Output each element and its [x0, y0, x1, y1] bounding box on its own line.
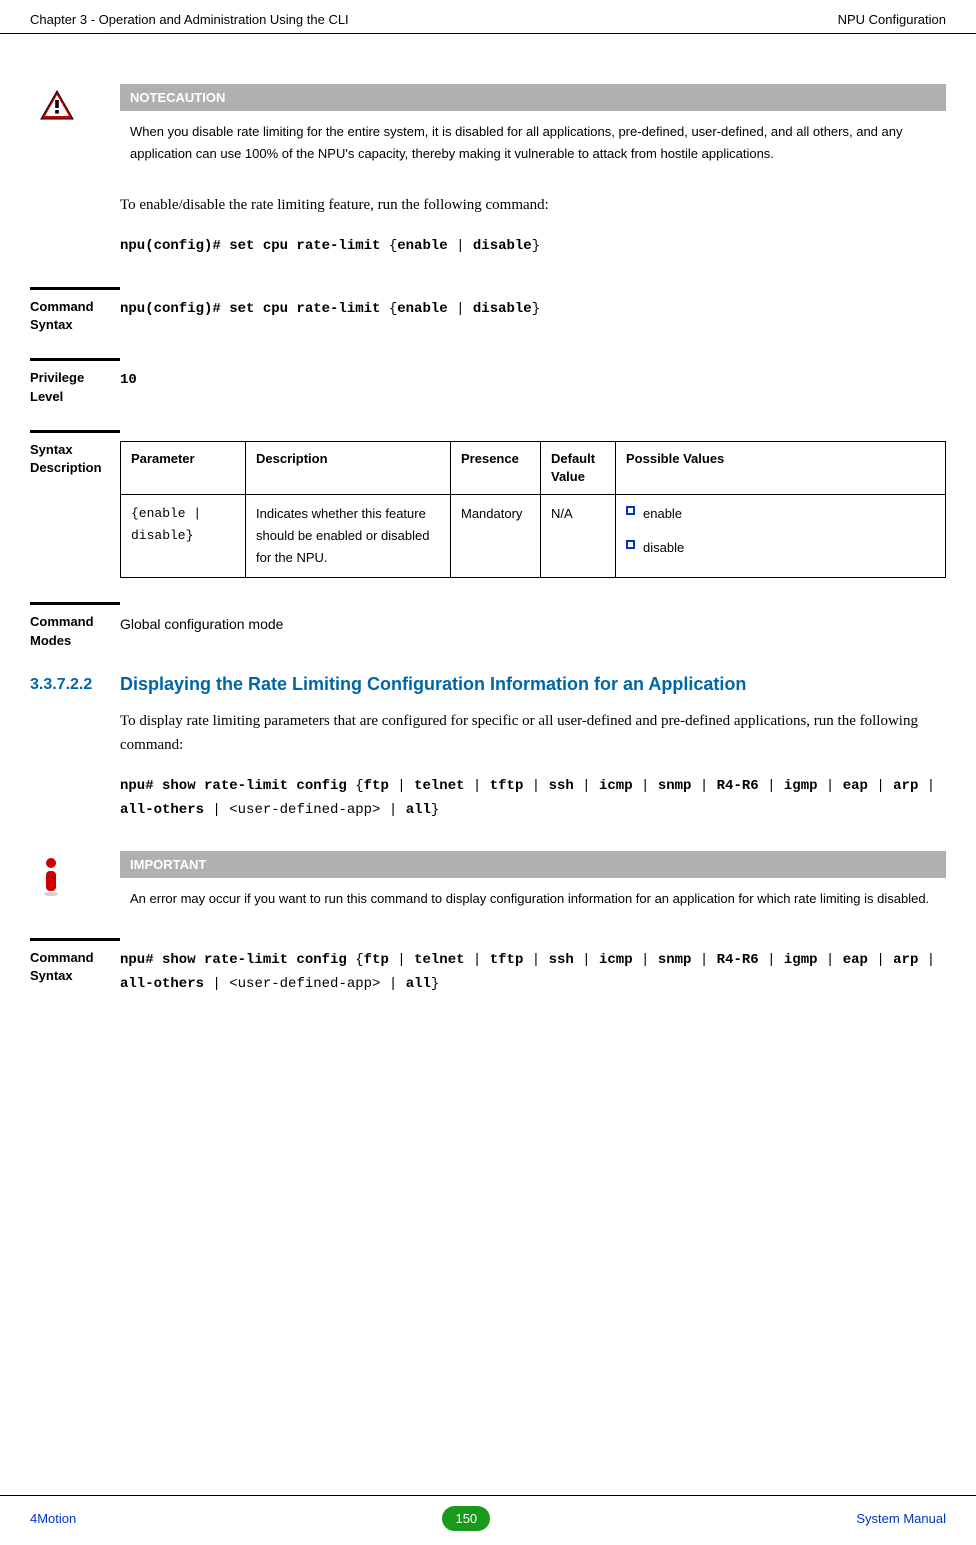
intro-cmd-prefix: npu(config)# set cpu rate-limit [120, 238, 389, 254]
syntax-desc-value: Parameter Description Presence Default V… [120, 430, 946, 579]
sy2-o2: telnet [414, 952, 464, 968]
command-syntax-row: Command Syntax npu(config)# set cpu rate… [30, 287, 946, 334]
command-syntax-value: npu(config)# set cpu rate-limit {enable … [120, 287, 946, 334]
cell-desc: Indicates whether this feature should be… [246, 495, 451, 578]
syntax-desc-label: Syntax Description [30, 430, 120, 579]
caution-text: When you disable rate limiting for the e… [120, 121, 946, 165]
header-right: NPU Configuration [838, 12, 946, 27]
important-text: An error may occur if you want to run th… [120, 888, 946, 910]
s2-o3: tftp [490, 778, 524, 794]
syntax-prefix: npu(config)# set cpu rate-limit [120, 301, 389, 317]
bullet-icon [626, 506, 635, 515]
info-icon [30, 851, 120, 910]
col-description: Description [246, 441, 451, 494]
page-header: Chapter 3 - Operation and Administration… [0, 0, 976, 34]
s2-o5: icmp [599, 778, 633, 794]
command-modes-label: Command Modes [30, 602, 120, 649]
pv-disable: disable [643, 537, 684, 559]
intro-cmd-opt2: disable [473, 238, 532, 254]
intro-cmd-opt1: enable [397, 238, 447, 254]
privilege-value: 10 [120, 358, 946, 405]
s2-o8: igmp [784, 778, 818, 794]
sy2-o3: tftp [490, 952, 524, 968]
sy2-o1: ftp [364, 952, 389, 968]
page-footer: 4Motion 150 System Manual [0, 1495, 976, 1531]
cell-param: {enable | disable} [121, 495, 246, 578]
warning-icon [30, 84, 120, 165]
s2-o11: all-others [120, 802, 204, 818]
pv-enable: enable [643, 503, 682, 525]
s2-o6: snmp [658, 778, 692, 794]
sy2-o9: eap [843, 952, 868, 968]
sy2-o10: arp [893, 952, 918, 968]
caution-block: NOTECAUTION When you disable rate limiti… [30, 84, 946, 165]
important-bar: IMPORTANT [120, 851, 946, 878]
sy2-o12: <user-defined-app> [229, 976, 380, 992]
command-syntax2-value: npu# show rate-limit config {ftp | telne… [120, 938, 946, 997]
s2-cmd-prefix: npu# show rate-limit config [120, 778, 355, 794]
syntax-opt2: disable [473, 301, 532, 317]
list-item: enable [626, 503, 935, 525]
sy2-o8: igmp [784, 952, 818, 968]
syntax-desc-row: Syntax Description Parameter Description… [30, 430, 946, 579]
sy2-o6: snmp [658, 952, 692, 968]
s2-o9: eap [843, 778, 868, 794]
sy2-prefix: npu# show rate-limit config [120, 952, 355, 968]
sy2-o4: ssh [549, 952, 574, 968]
command-modes-row: Command Modes Global configuration mode [30, 602, 946, 649]
col-default: Default Value [541, 441, 616, 494]
intro-command: npu(config)# set cpu rate-limit {enable … [120, 235, 946, 259]
section2-p1: To display rate limiting parameters that… [120, 709, 946, 757]
command-modes-value: Global configuration mode [120, 602, 946, 649]
sy2-o5: icmp [599, 952, 633, 968]
page-content: NOTECAUTION When you disable rate limiti… [0, 84, 976, 997]
section-heading: 3.3.7.2.2 Displaying the Rate Limiting C… [30, 674, 946, 696]
param-table: Parameter Description Presence Default V… [120, 441, 946, 579]
command-syntax2-label: Command Syntax [30, 938, 120, 997]
section-title: Displaying the Rate Limiting Configurati… [120, 674, 746, 696]
footer-left: 4Motion [30, 1511, 76, 1526]
s2-o1: ftp [364, 778, 389, 794]
table-row: {enable | disable} Indicates whether thi… [121, 495, 946, 578]
list-item: disable [626, 537, 935, 559]
section-number: 3.3.7.2.2 [30, 674, 120, 696]
col-presence: Presence [451, 441, 541, 494]
bullet-icon [626, 540, 635, 549]
cell-presence: Mandatory [451, 495, 541, 578]
table-header-row: Parameter Description Presence Default V… [121, 441, 946, 494]
command-syntax-label: Command Syntax [30, 287, 120, 334]
col-possible: Possible Values [616, 441, 946, 494]
col-parameter: Parameter [121, 441, 246, 494]
header-left: Chapter 3 - Operation and Administration… [30, 12, 349, 27]
s2-o13: all [406, 802, 431, 818]
caution-bar: NOTECAUTION [120, 84, 946, 111]
important-block: IMPORTANT An error may occur if you want… [30, 851, 946, 910]
privilege-label: Privilege Level [30, 358, 120, 405]
footer-right: System Manual [856, 1511, 946, 1526]
cell-default: N/A [541, 495, 616, 578]
sy2-o11: all-others [120, 976, 204, 992]
s2-o4: ssh [549, 778, 574, 794]
section2-command: npu# show rate-limit config {ftp | telne… [120, 775, 946, 823]
sy2-o13: all [406, 976, 431, 992]
s2-o7: R4-R6 [717, 778, 759, 794]
s2-o12: <user-defined-app> [229, 802, 380, 818]
s2-o10: arp [893, 778, 918, 794]
command-syntax2-row: Command Syntax npu# show rate-limit conf… [30, 938, 946, 997]
privilege-row: Privilege Level 10 [30, 358, 946, 405]
cell-possible-values: enable disable [616, 495, 946, 578]
syntax-opt1: enable [397, 301, 447, 317]
page-number-badge: 150 [442, 1506, 490, 1531]
s2-o2: telnet [414, 778, 464, 794]
intro-text: To enable/disable the rate limiting feat… [120, 193, 946, 217]
sy2-o7: R4-R6 [717, 952, 759, 968]
